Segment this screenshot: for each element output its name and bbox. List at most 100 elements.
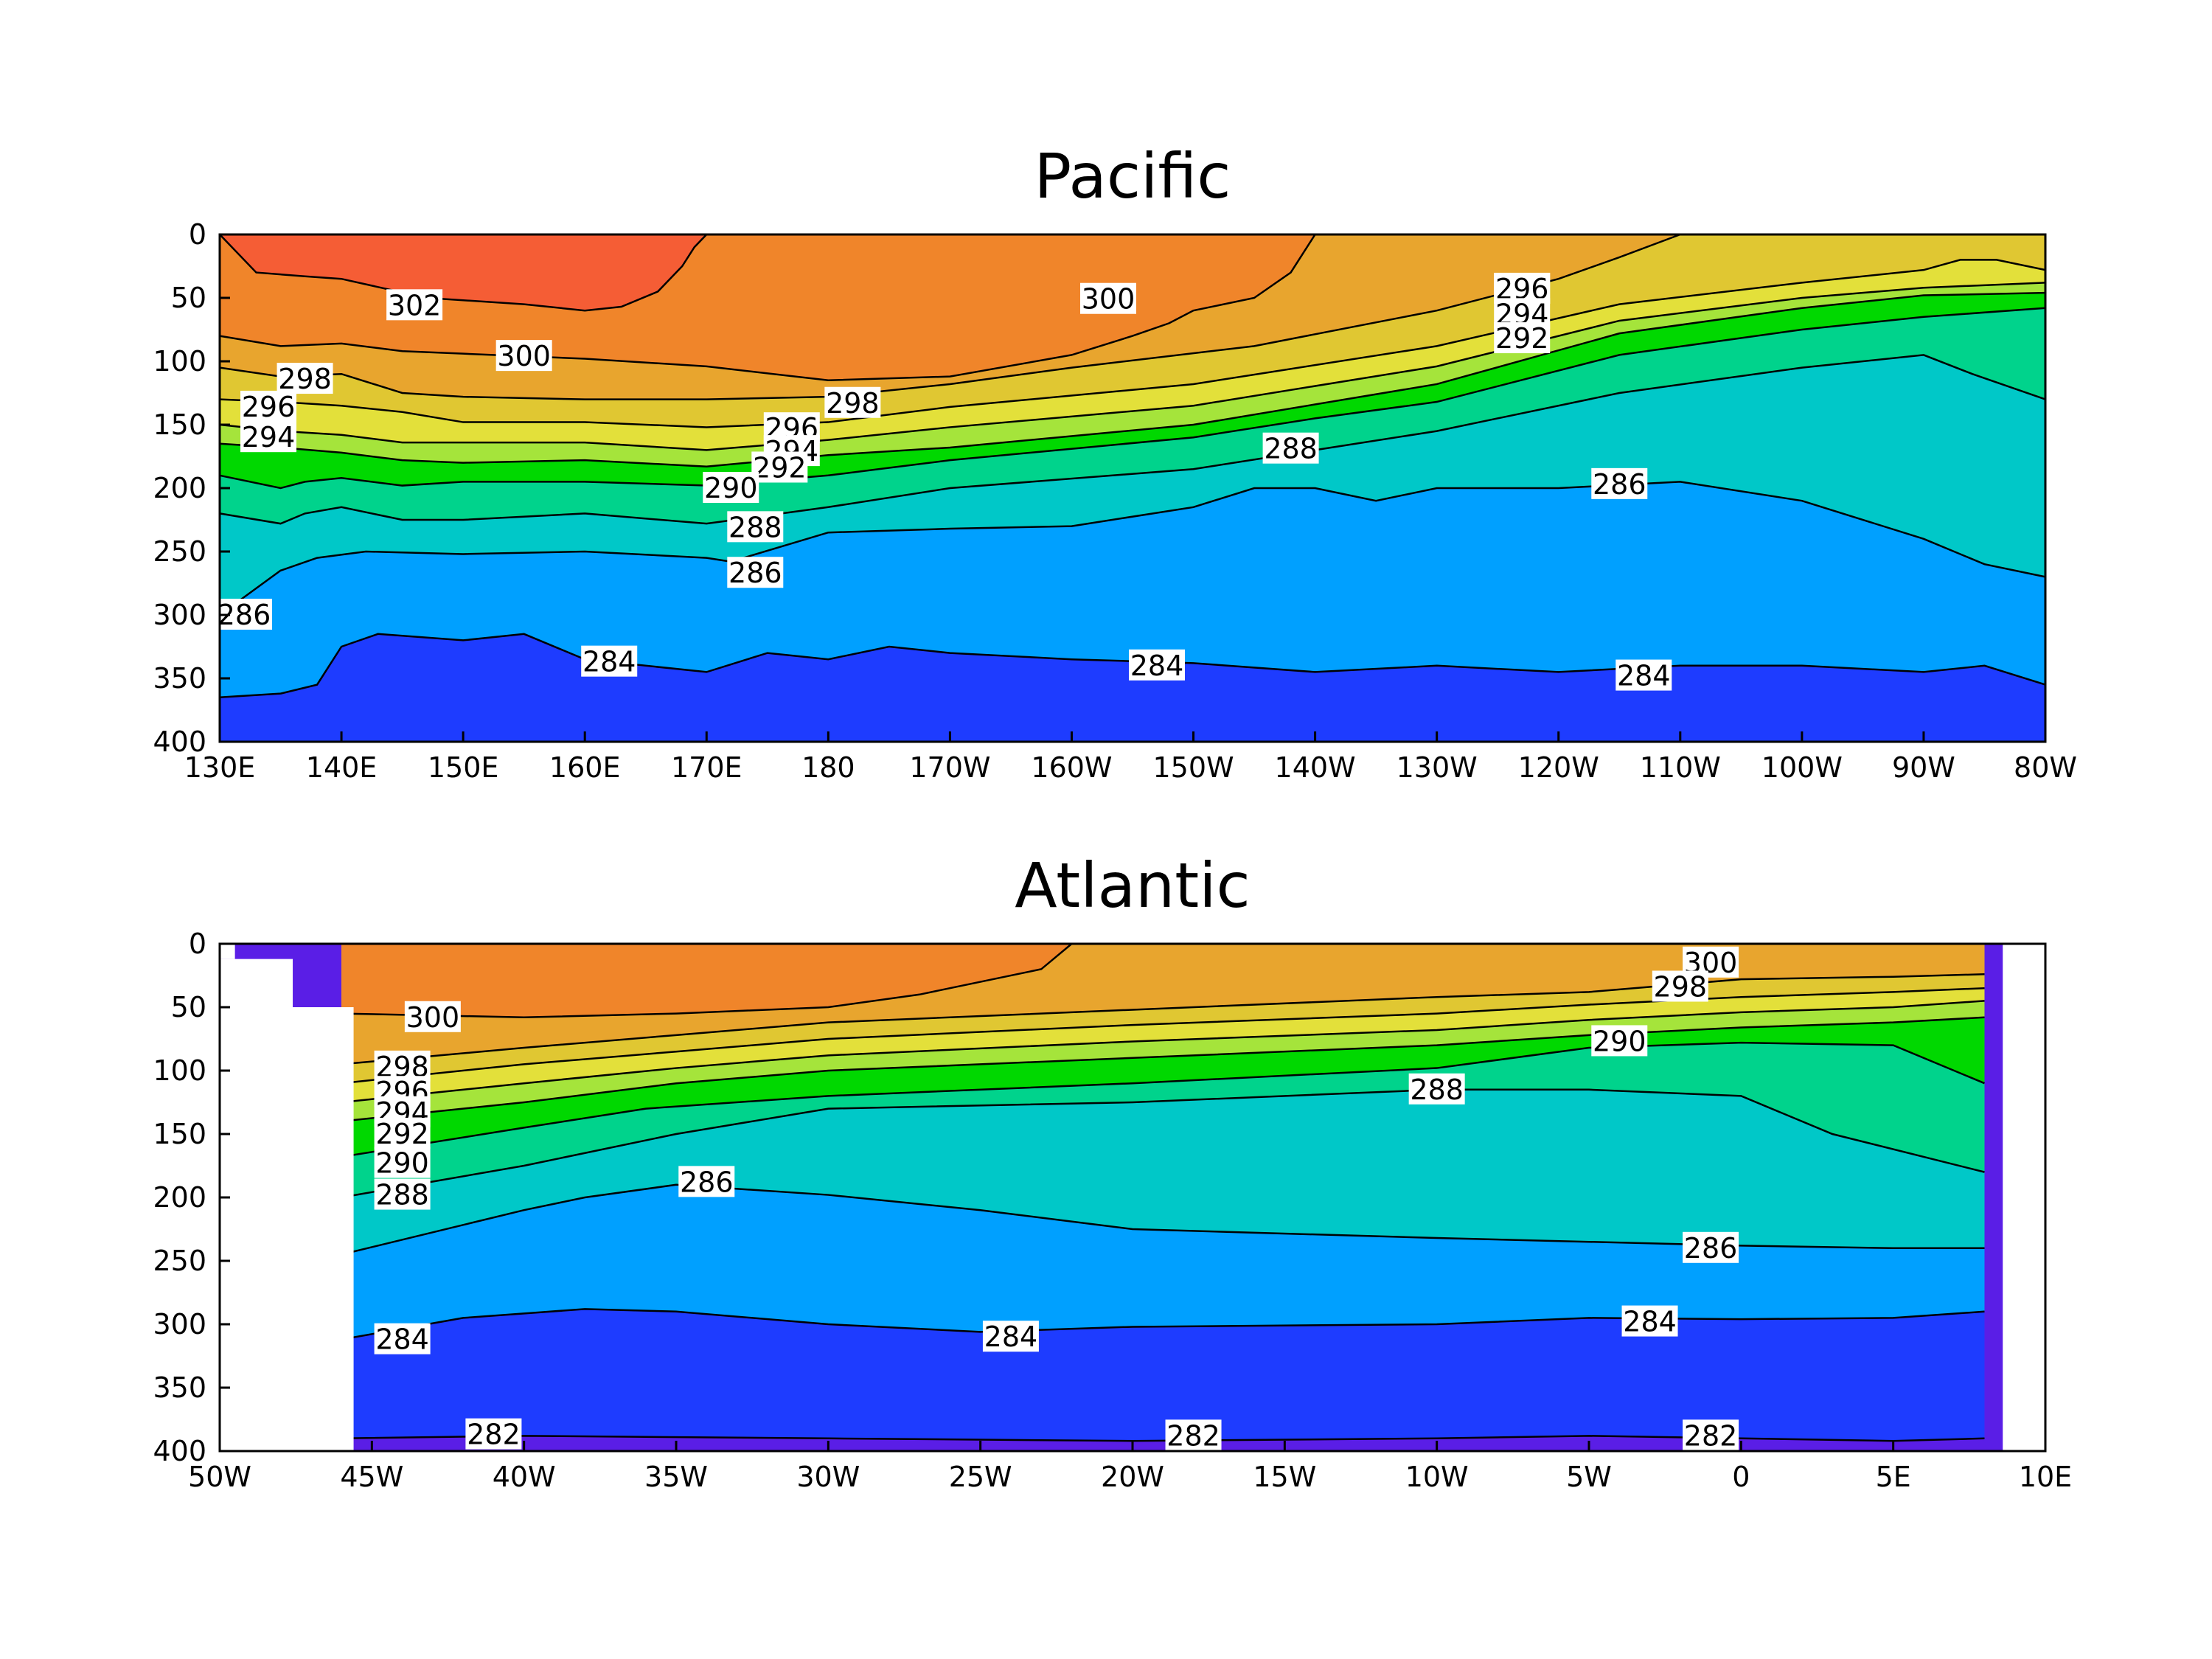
atl-contour-label: 292	[374, 1118, 431, 1150]
atl-contour-label: 286	[678, 1166, 735, 1198]
atl-y-tick-label: 200	[153, 1181, 206, 1214]
pac-contour-label: 284	[1615, 659, 1672, 692]
pac-y-tick-label: 200	[153, 472, 206, 504]
atl-contour-label: 288	[374, 1178, 431, 1211]
pac-x-tick-label: 120W	[1518, 751, 1599, 784]
pac-contour-label: 286	[1591, 467, 1648, 501]
pac-contour-label-text: 284	[582, 646, 636, 678]
pac-isotherm-300	[219, 234, 1316, 382]
atl-y-tick-label: 0	[189, 928, 206, 960]
atl-contour-label: 290	[1591, 1025, 1648, 1057]
pac-contour-label-text: 292	[1495, 322, 1549, 355]
atl-contour-label: 284	[982, 1321, 1039, 1353]
pacific-contour-fill	[220, 234, 2045, 742]
atl-isotherm-288	[341, 1088, 1985, 1199]
atl-isotherm-294	[341, 1000, 1985, 1104]
pac-y-tick-label: 100	[153, 345, 206, 378]
atl-band-300-302	[341, 944, 1072, 1018]
pacific-panel: Pacific 30230030029829829829629629629429…	[153, 140, 2077, 784]
pac-x-tick-label: 80W	[2014, 751, 2077, 784]
atl-x-tick-label: 45W	[340, 1461, 403, 1493]
atl-x-tick-label: 5E	[1876, 1461, 1911, 1493]
pac-contour-label-bg	[240, 421, 297, 453]
pac-isotherm-302	[219, 234, 708, 312]
atlantic-contour-labels: 3003002982982962942922902902882882862862…	[374, 946, 1739, 1452]
pac-contour-label-bg	[276, 363, 333, 394]
atlantic-contour-lines	[220, 943, 2045, 1451]
atl-contour-label-text: 288	[375, 1179, 429, 1211]
pac-contour-label-text: 288	[728, 511, 782, 543]
atl-contour-label: 282	[1683, 1419, 1739, 1452]
atl-contour-label-text: 284	[984, 1321, 1038, 1353]
atl-contour-label-bg	[1683, 1419, 1739, 1451]
pac-contour-label-bg	[495, 340, 552, 372]
pac-x-tick-label: 160W	[1031, 751, 1112, 784]
pac-isotherm-286	[219, 481, 2046, 616]
pac-contour-label: 284	[1129, 649, 1186, 682]
atlantic-x-axis: 50W 45W 40W 35W 30W 25W 20W 15W 10W 5W 0 5E 10E	[188, 1441, 2072, 1493]
pac-contour-label: 292	[751, 451, 808, 484]
pac-contour-label-bg	[1615, 659, 1672, 691]
pac-y-tick-label: 400	[153, 726, 206, 758]
atl-x-tick-label: 0	[1732, 1461, 1750, 1493]
pac-contour-label-text: 292	[753, 451, 807, 484]
pac-y-tick-label: 150	[153, 408, 206, 441]
atl-contour-label-bg	[374, 1147, 431, 1178]
pac-isotherm-294	[219, 282, 2046, 451]
atl-x-tick-label: 50W	[188, 1461, 251, 1493]
atl-contour-label-text: 282	[1684, 1419, 1738, 1452]
pac-x-tick-label: 130W	[1397, 751, 1478, 784]
atl-x-tick-label: 25W	[949, 1461, 1012, 1493]
pac-contour-label-bg	[1494, 322, 1551, 354]
atl-y-tick-label: 150	[153, 1118, 206, 1150]
pac-x-tick-label: 150W	[1152, 751, 1234, 784]
atl-contour-label-bg	[1165, 1419, 1222, 1451]
pac-x-tick-label: 150E	[428, 751, 499, 784]
atl-isotherm-284	[341, 1308, 1985, 1340]
pac-contour-label: 284	[581, 645, 638, 678]
atlantic-title: Atlantic	[1015, 849, 1250, 922]
pac-x-tick-label: 180	[801, 751, 855, 784]
pac-contour-label: 290	[703, 472, 759, 504]
pac-contour-label-bg	[727, 511, 784, 543]
atlantic-y-axis: 0 50 100 150 200 250 300 350 400	[153, 928, 230, 1467]
pac-contour-label-bg	[824, 386, 881, 418]
pac-contour-label: 300	[1079, 282, 1136, 316]
atl-y-tick-label: 100	[153, 1054, 206, 1087]
atl-contour-label-text: 290	[375, 1147, 429, 1180]
atl-contour-label: 300	[404, 1001, 461, 1034]
atl-y-tick-label: 300	[153, 1308, 206, 1340]
pac-contour-label-text: 286	[1593, 468, 1646, 501]
pac-contour-label-bg	[240, 390, 297, 422]
pac-contour-label-text: 286	[728, 557, 782, 589]
pacific-contour-lines	[219, 233, 2046, 699]
atl-y-tick-label: 50	[171, 991, 206, 1023]
pac-y-tick-label: 350	[153, 662, 206, 695]
pac-contour-label: 292	[1494, 322, 1551, 355]
atlantic-contour-fill	[220, 944, 2045, 1451]
pac-contour-label-text: 296	[242, 391, 296, 423]
pac-y-tick-label: 50	[171, 282, 206, 314]
atl-y-tick-label: 350	[153, 1371, 206, 1404]
pac-contour-label-text: 294	[242, 421, 296, 453]
atl-contour-label-text: 298	[1654, 970, 1708, 1003]
pac-contour-label-text: 298	[826, 387, 880, 420]
atl-contour-label: 284	[1621, 1305, 1678, 1338]
pac-x-tick-label: 140E	[306, 751, 378, 784]
atl-x-tick-label: 30W	[796, 1461, 860, 1493]
atl-contour-label-text: 284	[1623, 1306, 1677, 1338]
pac-contour-label: 296	[240, 390, 297, 423]
atl-contour-label: 290	[374, 1147, 431, 1180]
pac-y-tick-label: 300	[153, 599, 206, 631]
pac-contour-label-bg	[703, 472, 759, 503]
atl-y-tick-label: 250	[153, 1245, 206, 1277]
atl-contour-label-bg	[465, 1418, 522, 1450]
pac-contour-label-bg	[1262, 432, 1319, 464]
pac-x-tick-label: 160E	[549, 751, 621, 784]
atl-contour-label-text: 292	[375, 1118, 429, 1150]
pac-x-tick-label: 140W	[1275, 751, 1356, 784]
atl-contour-label-bg	[982, 1321, 1039, 1352]
atl-isotherm-298	[341, 973, 1985, 1065]
pac-contour-label: 300	[495, 340, 552, 372]
